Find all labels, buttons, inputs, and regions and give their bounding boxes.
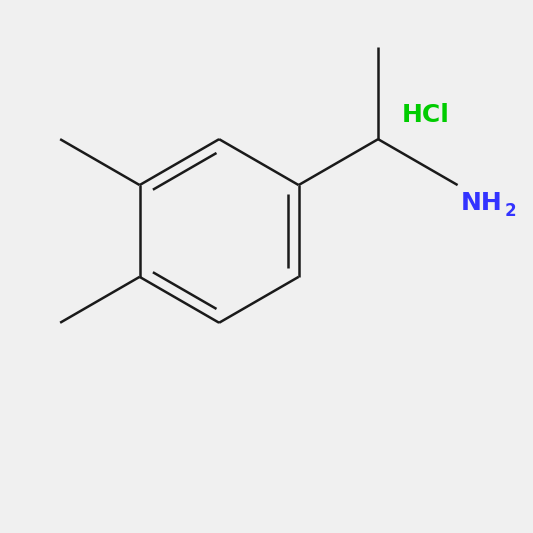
Text: 2: 2 — [505, 201, 516, 220]
Text: HCl: HCl — [402, 103, 450, 127]
Text: NH: NH — [461, 191, 502, 215]
